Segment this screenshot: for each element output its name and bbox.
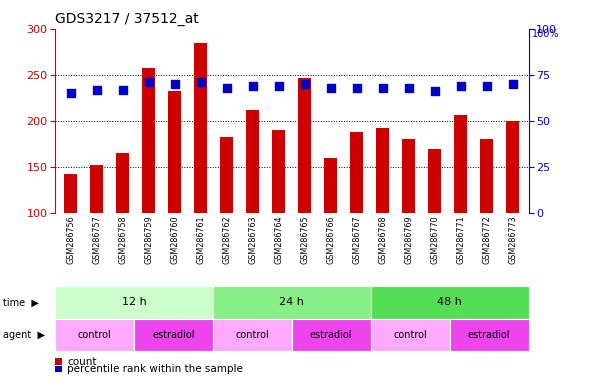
Text: control: control — [235, 330, 269, 340]
Text: estradiol: estradiol — [152, 330, 195, 340]
Bar — [64, 174, 77, 213]
Text: estradiol: estradiol — [468, 330, 510, 340]
Bar — [376, 128, 389, 213]
Point — [170, 81, 180, 87]
FancyBboxPatch shape — [55, 286, 213, 319]
Text: control: control — [393, 330, 427, 340]
FancyBboxPatch shape — [55, 319, 134, 351]
Bar — [480, 139, 494, 213]
Bar — [324, 158, 337, 213]
Text: GSM286771: GSM286771 — [456, 215, 466, 264]
Bar — [298, 78, 311, 213]
FancyBboxPatch shape — [213, 319, 292, 351]
Bar — [246, 110, 259, 213]
Bar — [428, 149, 441, 213]
Bar — [273, 130, 285, 213]
Point — [456, 83, 466, 89]
Text: GSM286764: GSM286764 — [274, 215, 284, 264]
Text: 12 h: 12 h — [122, 297, 146, 308]
FancyBboxPatch shape — [134, 319, 213, 351]
Text: estradiol: estradiol — [310, 330, 353, 340]
Text: 48 h: 48 h — [437, 297, 462, 308]
Point — [92, 86, 101, 93]
Text: GDS3217 / 37512_at: GDS3217 / 37512_at — [55, 12, 199, 26]
Text: GSM286773: GSM286773 — [508, 215, 518, 264]
Text: GSM286761: GSM286761 — [196, 215, 205, 264]
Point — [66, 90, 76, 96]
Text: agent  ▶: agent ▶ — [3, 330, 45, 340]
Text: GSM286770: GSM286770 — [430, 215, 439, 264]
Bar — [220, 137, 233, 213]
Bar — [116, 153, 129, 213]
Text: GSM286765: GSM286765 — [300, 215, 309, 264]
Bar — [194, 43, 207, 213]
Text: count: count — [67, 357, 97, 367]
Text: GSM286772: GSM286772 — [483, 215, 491, 264]
Point — [196, 79, 205, 85]
Text: GSM286758: GSM286758 — [118, 215, 127, 264]
Point — [378, 85, 388, 91]
Text: GSM286768: GSM286768 — [378, 215, 387, 264]
Bar — [90, 165, 103, 213]
Text: 24 h: 24 h — [279, 297, 304, 308]
Point — [326, 85, 335, 91]
FancyBboxPatch shape — [371, 286, 529, 319]
Text: GSM286767: GSM286767 — [353, 215, 361, 264]
Text: time  ▶: time ▶ — [3, 297, 39, 308]
Text: GSM286757: GSM286757 — [92, 215, 101, 264]
Text: GSM286762: GSM286762 — [222, 215, 231, 264]
Point — [118, 86, 128, 93]
Point — [352, 85, 362, 91]
Bar — [142, 68, 155, 213]
Text: GSM286759: GSM286759 — [144, 215, 153, 264]
Bar — [168, 91, 181, 213]
Point — [274, 83, 284, 89]
Bar — [402, 139, 415, 213]
Text: 100%: 100% — [532, 29, 559, 39]
Text: GSM286766: GSM286766 — [326, 215, 335, 264]
Bar — [455, 114, 467, 213]
Point — [144, 79, 153, 85]
Bar — [507, 121, 519, 213]
Point — [482, 83, 492, 89]
Point — [430, 88, 440, 94]
Text: GSM286769: GSM286769 — [404, 215, 413, 264]
Text: GSM286760: GSM286760 — [170, 215, 179, 264]
Text: percentile rank within the sample: percentile rank within the sample — [67, 364, 243, 374]
FancyBboxPatch shape — [450, 319, 529, 351]
Point — [404, 85, 414, 91]
FancyBboxPatch shape — [213, 286, 371, 319]
FancyBboxPatch shape — [371, 319, 450, 351]
Point — [508, 81, 518, 87]
Text: GSM286756: GSM286756 — [66, 215, 75, 264]
Text: control: control — [78, 330, 111, 340]
FancyBboxPatch shape — [292, 319, 371, 351]
Bar — [350, 132, 364, 213]
Point — [300, 81, 310, 87]
Point — [222, 85, 232, 91]
Text: GSM286763: GSM286763 — [248, 215, 257, 264]
Point — [248, 83, 258, 89]
